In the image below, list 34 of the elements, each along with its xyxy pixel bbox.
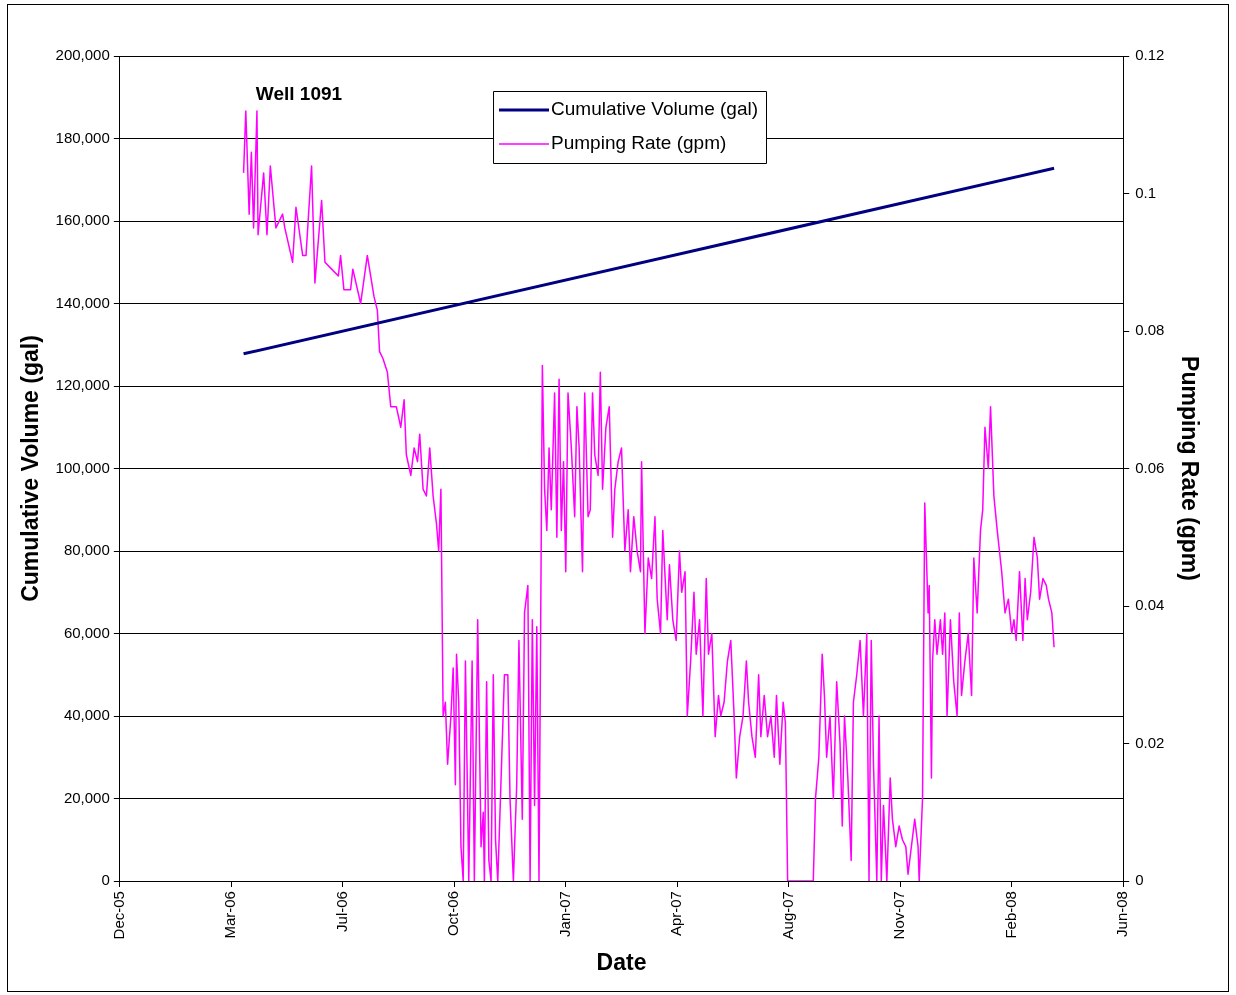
legend-label: Cumulative Volume (gal) (551, 98, 759, 120)
y-tick-label: 180,000 (55, 128, 110, 146)
y-axis-title: Cumulative Volume (gal) (17, 335, 44, 602)
y-tick-label: 0 (101, 871, 110, 889)
y-tick-label: 140,000 (55, 293, 110, 311)
y2-tick-label: 0.04 (1135, 596, 1165, 614)
x-tick-label: Nov-07 (890, 891, 908, 940)
y-tick-label: 80,000 (63, 541, 110, 559)
x-axis-title: Date (596, 948, 647, 975)
y2-tick-label: 0.1 (1135, 183, 1157, 201)
y2-tick-label: 0 (1135, 871, 1144, 889)
y2-tick-label: 0.08 (1135, 321, 1165, 339)
x-tick-label: Aug-07 (778, 891, 796, 940)
x-tick-label: Mar-06 (221, 891, 239, 939)
x-tick-label: Jun-08 (1113, 891, 1131, 937)
y-tick-label: 20,000 (63, 788, 110, 806)
y2-tick-label: 0.06 (1135, 458, 1165, 476)
y-tick-label: 160,000 (55, 211, 110, 229)
x-tick-label: Apr-07 (667, 891, 685, 937)
y-tick-label: 200,000 (55, 46, 110, 64)
x-tick-label: Oct-06 (444, 891, 462, 937)
y2-tick-label: 0.02 (1135, 733, 1165, 751)
y-tick-label: 120,000 (55, 376, 110, 394)
y-tick-label: 100,000 (55, 458, 110, 476)
annotation: Well 1091 (255, 83, 343, 105)
x-tick-label: Jul-06 (332, 891, 350, 932)
y2-tick-label: 0.12 (1135, 46, 1165, 64)
legend-label: Pumping Rate (gpm) (551, 132, 727, 154)
x-tick-label: Feb-08 (1001, 891, 1019, 939)
x-tick-label: Jan-07 (555, 891, 573, 937)
y2-axis-title: Pumping Rate (gpm) (1176, 356, 1203, 581)
y-tick-label: 60,000 (63, 623, 110, 641)
x-tick-label: Dec-05 (109, 891, 127, 940)
y-tick-label: 40,000 (63, 706, 110, 724)
